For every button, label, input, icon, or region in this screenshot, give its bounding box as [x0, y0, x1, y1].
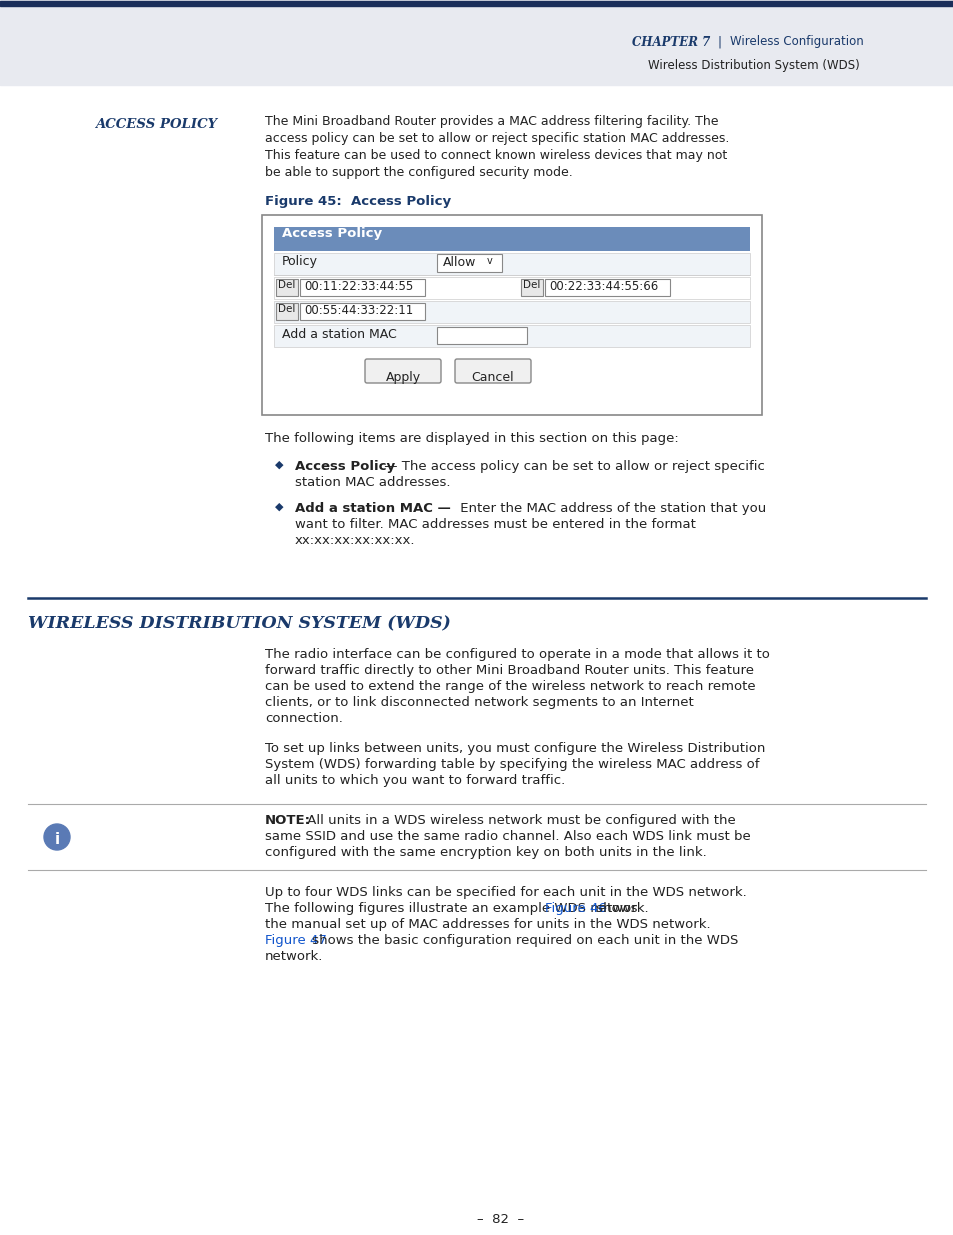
Bar	[274, 277, 749, 299]
Text: shows: shows	[592, 902, 637, 915]
Text: can be used to extend the range of the wireless network to reach remote: can be used to extend the range of the w…	[265, 680, 755, 693]
Text: Up to four WDS links can be specified for each unit in the WDS network.: Up to four WDS links can be specified fo…	[265, 885, 746, 899]
Text: — The access policy can be set to allow or reject specific: — The access policy can be set to allow …	[379, 459, 764, 473]
Text: v: v	[486, 256, 493, 266]
Text: The following figures illustrate an example WDS network.: The following figures illustrate an exam…	[265, 902, 652, 915]
Text: Del: Del	[277, 280, 295, 290]
Text: want to filter. MAC addresses must be entered in the format: want to filter. MAC addresses must be en…	[294, 517, 695, 531]
Bar	[274, 227, 749, 251]
Text: The following items are displayed in this section on this page:: The following items are displayed in thi…	[265, 432, 678, 445]
Text: This feature can be used to connect known wireless devices that may not: This feature can be used to connect know…	[265, 149, 726, 162]
Text: The Mini Broadband Router provides a MAC address filtering facility. The: The Mini Broadband Router provides a MAC…	[265, 115, 718, 128]
Text: Wireless Distribution System (WDS): Wireless Distribution System (WDS)	[647, 58, 859, 72]
Text: the manual set up of MAC addresses for units in the WDS network.: the manual set up of MAC addresses for u…	[265, 918, 710, 931]
Text: Add a station MAC —: Add a station MAC —	[294, 501, 451, 515]
Bar	[275, 303, 297, 320]
Bar	[436, 327, 526, 345]
Text: Figure 46: Figure 46	[544, 902, 606, 915]
Bar	[262, 215, 761, 415]
Text: all units to which you want to forward traffic.: all units to which you want to forward t…	[265, 774, 565, 787]
Text: Access Policy: Access Policy	[294, 459, 395, 473]
Text: Apply: Apply	[385, 370, 420, 384]
Text: System (WDS) forwarding table by specifying the wireless MAC address of: System (WDS) forwarding table by specify…	[265, 758, 759, 771]
Bar	[436, 254, 501, 272]
Text: 00:55:44:33:22:11: 00:55:44:33:22:11	[304, 304, 413, 317]
Text: i: i	[54, 832, 59, 847]
Bar	[0, 0, 953, 85]
Text: WIRELESS DISTRIBUTION SYSTEM (WDS): WIRELESS DISTRIBUTION SYSTEM (WDS)	[28, 615, 451, 632]
Bar	[544, 279, 669, 296]
Text: Add a station MAC: Add a station MAC	[282, 329, 396, 341]
Bar	[520, 279, 542, 296]
Text: access policy can be set to allow or reject specific station MAC addresses.: access policy can be set to allow or rej…	[265, 132, 729, 144]
Text: shows the basic configuration required on each unit in the WDS: shows the basic configuration required o…	[308, 934, 738, 947]
Bar	[275, 279, 297, 296]
Text: configured with the same encryption key on both units in the link.: configured with the same encryption key …	[265, 846, 706, 860]
Text: 00:22:33:44:55:66: 00:22:33:44:55:66	[548, 280, 658, 293]
Bar	[274, 325, 749, 347]
Bar	[274, 253, 749, 275]
Text: ◆: ◆	[274, 501, 283, 513]
Text: Del: Del	[522, 280, 539, 290]
Text: forward traffic directly to other Mini Broadband Router units. This feature: forward traffic directly to other Mini B…	[265, 664, 753, 677]
Text: ◆: ◆	[274, 459, 283, 471]
Text: be able to support the configured security mode.: be able to support the configured securi…	[265, 165, 572, 179]
Text: To set up links between units, you must configure the Wireless Distribution: To set up links between units, you must …	[265, 742, 764, 755]
Bar	[299, 303, 424, 320]
Text: Figure 47: Figure 47	[265, 934, 327, 947]
Circle shape	[44, 824, 70, 850]
Text: Del: Del	[277, 304, 295, 314]
Text: –  82  –: – 82 –	[476, 1213, 523, 1226]
Text: clients, or to link disconnected network segments to an Internet: clients, or to link disconnected network…	[265, 697, 693, 709]
Text: Figure 45:  Access Policy: Figure 45: Access Policy	[265, 195, 451, 207]
Text: Policy: Policy	[282, 254, 317, 268]
Text: connection.: connection.	[265, 713, 342, 725]
Text: xx:xx:xx:xx:xx:xx.: xx:xx:xx:xx:xx:xx.	[294, 534, 416, 547]
Bar	[299, 279, 424, 296]
Bar	[0, 1, 953, 6]
Text: CHAPTER 7: CHAPTER 7	[631, 36, 709, 48]
Text: NOTE:: NOTE:	[265, 814, 311, 827]
Text: same SSID and use the same radio channel. Also each WDS link must be: same SSID and use the same radio channel…	[265, 830, 750, 844]
Text: Allow: Allow	[442, 256, 476, 269]
Text: Wireless Configuration: Wireless Configuration	[729, 36, 862, 48]
Text: All units in a WDS wireless network must be configured with the: All units in a WDS wireless network must…	[303, 814, 735, 827]
Text: Access Policy: Access Policy	[282, 227, 382, 240]
Text: |: |	[718, 36, 721, 48]
Text: station MAC addresses.: station MAC addresses.	[294, 475, 450, 489]
Text: ACCESS POLICY: ACCESS POLICY	[95, 119, 217, 131]
Text: 00:11:22:33:44:55: 00:11:22:33:44:55	[304, 280, 413, 293]
Bar	[274, 301, 749, 324]
Text: Enter the MAC address of the station that you: Enter the MAC address of the station tha…	[456, 501, 765, 515]
Text: The radio interface can be configured to operate in a mode that allows it to: The radio interface can be configured to…	[265, 648, 769, 661]
Text: Cancel: Cancel	[471, 370, 514, 384]
FancyBboxPatch shape	[365, 359, 440, 383]
FancyBboxPatch shape	[455, 359, 531, 383]
Text: network.: network.	[265, 950, 323, 963]
